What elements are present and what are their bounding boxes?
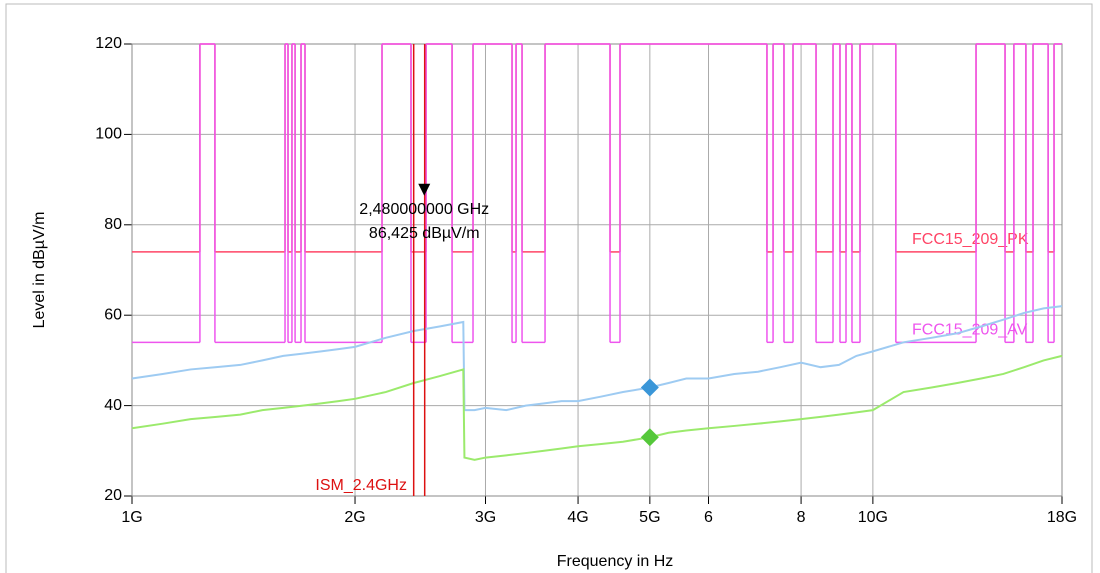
y-tick-label: 20 [104,487,122,504]
x-tick-label: 8 [797,509,806,526]
x-tick-label: 5G [639,509,660,526]
y-tick-label: 40 [104,397,122,414]
marker-point [640,428,659,447]
marker-triangle [418,183,431,196]
x-tick-label: 3G [475,509,496,526]
limit-label: FCC15_209_PK [912,231,1029,248]
x-tick-label: 1G [121,509,142,526]
y-tick-label: 60 [104,306,122,323]
x-tick-label: 2G [344,509,365,526]
marker-point [640,378,659,397]
frame [5,3,1093,573]
trace [131,305,1063,412]
x-tick-label: 4G [567,509,588,526]
band-label: ISM_2.4GHz [315,477,407,494]
trace [131,354,1063,461]
y-tick-label: 120 [95,35,122,52]
marker-label: 2,480000000 GHz [359,201,489,218]
y-axis-title: Level in dBµV/m [31,212,48,329]
x-tick-label: 18G [1047,509,1077,526]
x-tick-label: 10G [858,509,888,526]
y-tick-label: 80 [104,216,122,233]
marker-label: 86,425 dBµV/m [369,225,480,242]
x-axis-title: Frequency in Hz [557,553,674,570]
x-tick-label: 6 [704,509,713,526]
y-tick-label: 100 [95,126,122,143]
